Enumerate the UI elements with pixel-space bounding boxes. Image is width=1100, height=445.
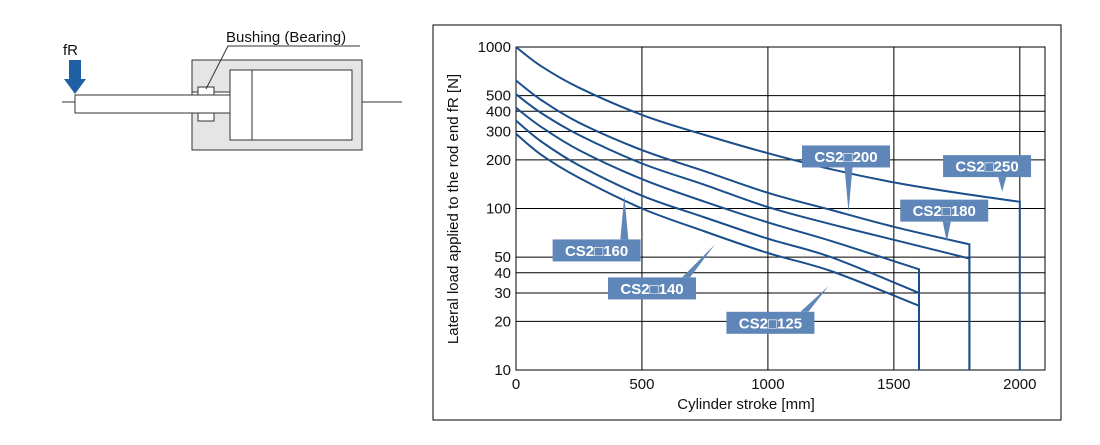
x-tick-label: 500 — [629, 376, 654, 393]
series-line — [515, 119, 920, 370]
series-label: CS2□160 — [565, 243, 628, 260]
series-label: CS2□180 — [913, 203, 976, 220]
x-tick-label: 1500 — [877, 376, 910, 393]
series-label-box — [726, 311, 815, 334]
bushing-label: Bushing (Bearing) — [226, 29, 346, 46]
series-label-pointer — [800, 286, 829, 312]
series-line — [515, 107, 920, 370]
y-tick-label: 20 — [494, 313, 511, 330]
x-tick-labels: 0 500 1000 1500 2000 — [512, 376, 1037, 393]
cylinder-diagram: Bushing (Bearing) fR — [62, 29, 402, 151]
series-line — [515, 133, 920, 370]
y-tick-label: 200 — [486, 152, 511, 169]
piston — [229, 69, 253, 141]
series-label-box — [608, 277, 697, 300]
y-tick-label: 50 — [494, 249, 511, 266]
series-label: CS2□125 — [739, 315, 802, 332]
x-tick-label: 2000 — [1003, 376, 1036, 393]
force-arrow-head — [64, 79, 86, 94]
series-line — [515, 46, 1021, 370]
bushing — [197, 86, 215, 96]
series-label-pointer — [682, 244, 716, 278]
x-tick-label: 0 — [512, 376, 520, 393]
x-axis-title: Cylinder stroke [mm] — [677, 396, 815, 413]
force-arrow-shaft — [69, 60, 81, 80]
y-axis-title: Lateral load applied to the rod end fR [… — [445, 74, 462, 344]
series-label: CS2□200 — [814, 149, 877, 166]
series-label-pointer — [620, 195, 629, 240]
series-label-box — [943, 155, 1032, 178]
series-line — [515, 79, 971, 370]
y-tick-label: 100 — [486, 201, 511, 218]
x-tick-label: 1000 — [751, 376, 784, 393]
series-label: CS2□250 — [955, 159, 1018, 176]
y-tick-label: 500 — [486, 88, 511, 105]
y-tick-label: 40 — [494, 265, 511, 282]
series-label-pointer — [998, 177, 1007, 192]
bushing-leader — [205, 45, 360, 90]
force-label: fR — [63, 42, 78, 59]
y-tick-label: 400 — [486, 103, 511, 120]
y-tick-label: 1000 — [478, 39, 511, 56]
y-tick-label: 10 — [494, 362, 511, 379]
series-labels: CS2□200 CS2□250 CS2□180 CS2□160 CS2□140 CS2□1… — [552, 145, 1032, 334]
series-line — [515, 93, 971, 370]
y-tick-label: 30 — [494, 285, 511, 302]
series-label-pointer — [844, 167, 853, 213]
series-label-box — [900, 199, 989, 222]
series-label: CS2□140 — [620, 281, 683, 298]
chart-frame — [432, 24, 1062, 421]
series-label-pointer — [942, 221, 951, 243]
series-label-box — [552, 239, 641, 262]
series-label-box — [801, 145, 890, 168]
cylinder-bore — [241, 69, 353, 141]
y-tick-label: 300 — [486, 123, 511, 140]
bushing-lower — [197, 112, 215, 122]
series-curves — [515, 46, 1021, 370]
